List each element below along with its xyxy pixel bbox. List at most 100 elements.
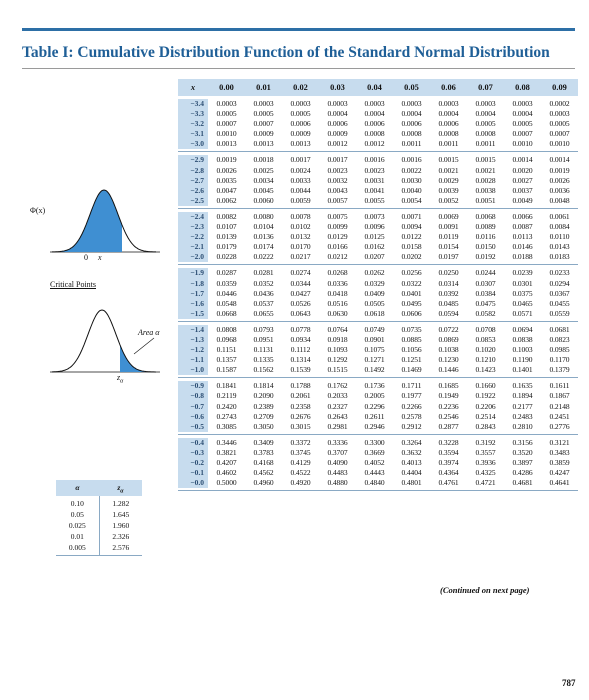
row-x-value: −0.7 [178, 401, 208, 412]
table-cell: 0.4562 [253, 468, 274, 478]
table-cell: 0.0017 [290, 155, 311, 165]
table-row: −0.8 0.2119 0.2090 0.2061 0.2033 0.2005 0.1977… [178, 391, 578, 402]
row-x-value: −3.1 [178, 129, 208, 140]
table-cell: 0.0036 [549, 185, 570, 195]
table-cell: 0.1711 [401, 381, 422, 391]
row-x-value: −1.0 [178, 365, 208, 376]
table-cell: 0.4761 [438, 478, 459, 488]
table-cell: 0.0003 [364, 99, 385, 108]
table-cell: 0.4920 [290, 478, 311, 488]
table-cell: 0.3821 [216, 447, 237, 457]
table-cell: 0.2514 [475, 411, 496, 421]
table-cell: 0.0778 [290, 324, 311, 334]
table-row: −3.1 0.0010 0.0009 0.0009 0.0009 0.0008 0.0008… [178, 129, 578, 140]
table-cell: 0.0885 [401, 334, 422, 344]
table-cell: 0.0007 [253, 119, 274, 129]
table-cell: 0.0268 [327, 268, 348, 278]
table-cell: 0.0006 [290, 119, 311, 129]
table-cell: 0.0007 [216, 119, 237, 129]
column-header: 0.05 [404, 83, 419, 92]
critical-points-label: Critical Points [50, 280, 96, 289]
alpha-value: 0.005 [68, 543, 86, 552]
table-cell: 0.1210 [475, 355, 496, 365]
table-cell: 0.2061 [290, 391, 311, 401]
table-cell: 0.0041 [364, 185, 385, 195]
table-row: −2.8 0.0026 0.0025 0.0024 0.0023 0.0023 0.0022… [178, 165, 578, 176]
alpha-header: α [75, 483, 80, 492]
table-cell: 0.2981 [327, 421, 348, 431]
table-cell: 0.0017 [327, 155, 348, 165]
table-cell: 0.4840 [364, 478, 385, 488]
table-cell: 0.4443 [364, 468, 385, 478]
table-cell: 0.0344 [290, 278, 311, 288]
table-cell: 0.4364 [438, 468, 459, 478]
table-cell: 0.0735 [401, 324, 422, 334]
table-cell: 0.0764 [327, 324, 348, 334]
table-cell: 0.3594 [438, 447, 459, 457]
table-cell: 0.1075 [364, 345, 385, 355]
table-cell: 0.0006 [327, 119, 348, 129]
table-cell: 0.0005 [475, 119, 496, 129]
table-cell: 0.0044 [290, 185, 311, 195]
row-x-value: −3.2 [178, 119, 208, 130]
table-cell: 0.2743 [216, 411, 237, 421]
table-cell: 0.0003 [475, 99, 496, 108]
table-cell: 0.0004 [512, 109, 533, 119]
table-cell: 0.0026 [549, 175, 570, 185]
table-row: −2.7 0.0035 0.0034 0.0033 0.0032 0.0031 0.0030… [178, 175, 578, 186]
table-cell: 0.0526 [290, 298, 311, 308]
table-cell: 0.0006 [438, 119, 459, 129]
table-cell: 0.4641 [549, 478, 570, 488]
row-x-value: −0.8 [178, 391, 208, 402]
table-cell: 0.0054 [401, 195, 422, 205]
table-cell: 0.0003 [401, 99, 422, 108]
table-row: −3.2 0.0007 0.0007 0.0006 0.0006 0.0006 0.0006… [178, 119, 578, 130]
table-cell: 0.2451 [549, 411, 570, 421]
table-cell: 0.1056 [401, 345, 422, 355]
table-cell: 0.0968 [216, 334, 237, 344]
table-cell: 0.1922 [475, 391, 496, 401]
table-cell: 0.1131 [253, 345, 274, 355]
table-cell: 0.2236 [438, 401, 459, 411]
table-cell: 0.0150 [475, 242, 496, 252]
z-value: 1.960 [112, 521, 130, 530]
table-cell: 0.1230 [438, 355, 459, 365]
table-cell: 0.0006 [401, 119, 422, 129]
table-cell: 0.0192 [475, 252, 496, 262]
table-cell: 0.3300 [364, 437, 385, 447]
table-cell: 0.0021 [438, 165, 459, 175]
table-cell: 0.3745 [290, 447, 311, 457]
table-cell: 0.0643 [290, 308, 311, 318]
table-cell: 0.0582 [475, 308, 496, 318]
table-cell: 0.4522 [290, 468, 311, 478]
table-cell: 0.1170 [549, 355, 570, 365]
table-cell: 0.0869 [438, 334, 459, 344]
z-header-subscript: α [120, 488, 124, 495]
table-cell: 0.0003 [290, 99, 311, 108]
column-header: 0.06 [441, 83, 456, 92]
row-x-value: −3.0 [178, 139, 208, 150]
table-cell: 0.1151 [216, 345, 237, 355]
row-x-value: −2.6 [178, 185, 208, 196]
table-cell: 0.0011 [438, 139, 459, 149]
table-cell: 0.2643 [327, 411, 348, 421]
table-row: −1.8 0.0359 0.0352 0.0344 0.0336 0.0329 0.0322… [178, 278, 578, 289]
table-cell: 0.0031 [364, 175, 385, 185]
table-cell: 0.0005 [253, 109, 274, 119]
table-row: −0.2 0.4207 0.4168 0.4129 0.4090 0.4052 0.4013… [178, 458, 578, 469]
table-cell: 0.0024 [290, 165, 311, 175]
table-cell: 0.4880 [327, 478, 348, 488]
table-cell: 0.0008 [475, 129, 496, 139]
table-cell: 0.0197 [438, 252, 459, 262]
table-row: −1.2 0.1151 0.1131 0.1112 0.1093 0.1075 0.1056… [178, 345, 578, 356]
table-cell: 0.0051 [475, 195, 496, 205]
page-title: Table I: Cumulative Distribution Functio… [22, 44, 550, 61]
column-header: 0.08 [515, 83, 530, 92]
table-cell: 0.1685 [438, 381, 459, 391]
table-cell: 0.0336 [327, 278, 348, 288]
table-cell: 0.0116 [475, 232, 496, 242]
table-block: −0.9 0.1841 0.1814 0.1788 0.1762 0.1736 0.1711… [178, 378, 578, 435]
table-cell: 0.4404 [401, 468, 422, 478]
table-cell: 0.0038 [475, 185, 496, 195]
table-cell: 0.0183 [549, 252, 570, 262]
